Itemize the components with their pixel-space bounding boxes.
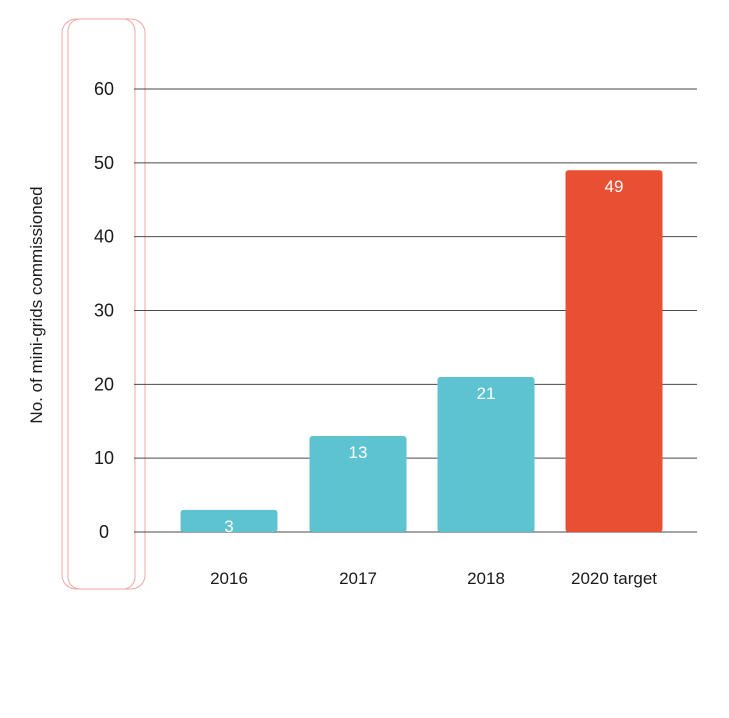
y-tick-label: 50 [94, 153, 114, 173]
x-tick-labels: 2016 2017 2018 2020 target [210, 569, 657, 588]
bar-2017 [309, 436, 407, 532]
y-tick-label: 20 [94, 374, 114, 394]
x-tick-label: 2018 [467, 569, 505, 588]
data-label: 13 [349, 443, 368, 462]
data-labels: 3 13 21 49 [224, 177, 623, 536]
data-label: 21 [477, 384, 496, 403]
bars [180, 170, 663, 532]
x-tick-label: 2017 [339, 569, 377, 588]
data-label: 49 [605, 177, 624, 196]
bar-2020-target [565, 170, 663, 532]
y-tick-label: 0 [99, 522, 109, 542]
y-axis-frame-inner [67, 18, 136, 590]
data-label: 3 [224, 517, 233, 536]
x-tick-label: 2016 [210, 569, 248, 588]
y-tick-label: 30 [94, 301, 114, 321]
x-tick-label: 2020 target [571, 569, 657, 588]
y-tick-label: 60 [94, 79, 114, 99]
y-tick-label: 40 [94, 227, 114, 247]
bar-2016 [180, 509, 278, 532]
bar-2018 [437, 376, 535, 532]
y-tick-labels: 0 10 20 30 40 50 60 [94, 79, 114, 542]
y-tick-label: 10 [94, 448, 114, 468]
y-axis-label: No. of mini-grids commissioned [27, 186, 46, 423]
